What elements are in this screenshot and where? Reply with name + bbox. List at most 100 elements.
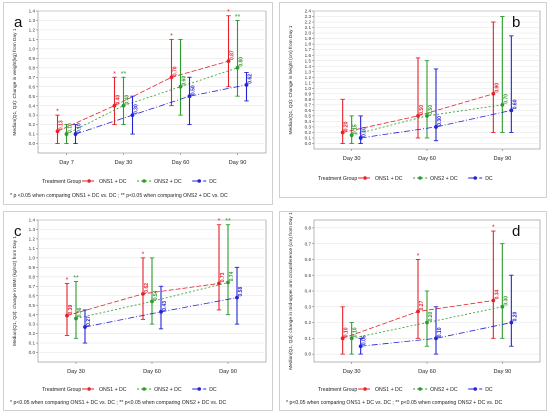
legend-item: DC xyxy=(468,176,493,182)
data-label: 0.50 xyxy=(419,105,425,115)
series-line xyxy=(66,67,238,135)
legend-swatch-dot xyxy=(363,176,367,180)
significance-star: * xyxy=(142,251,145,258)
data-point xyxy=(244,82,249,87)
y-tick-label: 1.8 xyxy=(305,42,312,47)
series-a-0: 0.13 0.40 0.70 0.87 xyxy=(55,15,236,144)
data-point xyxy=(349,336,354,341)
y-tick-label: 0.1 xyxy=(29,132,36,137)
data-point xyxy=(425,320,429,325)
legend-label: DC xyxy=(209,179,217,185)
y-tick-label: 1.0 xyxy=(29,46,36,51)
y-tick-label: 0.7 xyxy=(29,284,36,289)
legend-swatch-dot xyxy=(197,387,201,391)
data-label: 0.54 xyxy=(153,290,159,300)
data-label: 0.87 xyxy=(230,50,236,60)
y-tick-label: 1.3 xyxy=(29,18,36,23)
y-tick-label: 2.0 xyxy=(305,31,312,36)
data-label: 0.70 xyxy=(503,94,509,104)
x-tick-label: Day 90 xyxy=(493,369,511,375)
legend-swatch-dot xyxy=(87,387,91,391)
y-axis-label: Median(Q1, Q3): Change in weight(kg) fro… xyxy=(12,28,18,136)
y-tick-label: 1.4 xyxy=(29,9,36,14)
data-point xyxy=(169,75,174,80)
y-tick-label: 0.5 xyxy=(29,94,36,99)
y-tick-label: 0.4 xyxy=(29,103,36,108)
data-label: 0.10 xyxy=(68,123,74,133)
y-axis-label: Median(Q1, Q3): Change in height (cm) fr… xyxy=(288,25,294,134)
x-tick-label: Day 90 xyxy=(219,369,237,375)
y-tick-label: 0.8 xyxy=(29,65,36,70)
data-label: 0.39 xyxy=(68,305,74,315)
legend-item: ONS2 + DC xyxy=(137,179,182,185)
data-label: 0.73 xyxy=(220,272,226,282)
data-label: 0.50 xyxy=(428,105,434,115)
data-label: 0.10 xyxy=(437,327,443,337)
legend-swatch-dot xyxy=(418,176,422,180)
series-c-2: 0.27 0.43 0.58 xyxy=(82,266,244,344)
x-tick-label: Day 60 xyxy=(418,156,436,162)
x-tick-label: Day 60 xyxy=(143,369,161,375)
y-tick-label: 0.9 xyxy=(305,91,312,96)
data-point xyxy=(235,65,240,70)
chart-d: 0.0 0.1 0.2 0.3 0.4 0.5 0.6 0.7 0.8 Day 30 Day 60 D… xyxy=(288,212,541,393)
data-label: 0.60 xyxy=(512,99,518,109)
significance-star: * xyxy=(227,9,230,16)
y-tick-label: 1.1 xyxy=(305,80,312,85)
y-tick-label: 0.0 xyxy=(305,352,312,357)
data-point xyxy=(159,309,163,314)
legend-item: ONS1 + DC xyxy=(358,176,403,182)
data-point xyxy=(416,309,420,314)
y-tick-label: 0.6 xyxy=(29,84,36,89)
data-label: 0.80 xyxy=(239,57,245,67)
panel-letter: c xyxy=(14,223,22,240)
y-tick-label: 0.5 xyxy=(305,273,312,278)
legend-label: ONS1 + DC xyxy=(375,387,403,393)
legend-item: ONS1 + DC xyxy=(82,179,127,185)
y-tick-label: 1.1 xyxy=(29,37,36,42)
legend-item: ONS1 + DC xyxy=(82,387,127,393)
y-tick-label: 0.4 xyxy=(305,289,312,294)
y-tick-label: 0.7 xyxy=(305,241,312,246)
y-tick-label: 0.8 xyxy=(29,274,36,279)
data-label: 0.10 xyxy=(77,123,83,133)
legend-swatch-dot xyxy=(142,387,146,391)
legend-label: ONS1 + DC xyxy=(375,176,403,182)
y-tick-label: 1.9 xyxy=(305,36,312,41)
data-label: 0.20 xyxy=(512,311,518,321)
significance-star: * xyxy=(56,109,59,116)
significance-star: ** xyxy=(73,275,79,282)
y-tick-label: 0.7 xyxy=(305,102,312,107)
data-label: 0.20 xyxy=(428,311,434,321)
data-point xyxy=(340,336,345,341)
data-label: 0.10 xyxy=(353,327,359,337)
data-point xyxy=(83,325,87,329)
significance-star: * xyxy=(113,71,116,78)
data-label: 0.05 xyxy=(362,335,368,345)
y-tick-label: 1.4 xyxy=(305,64,312,69)
legend-swatch-dot xyxy=(473,387,477,391)
legend-title: Treatment Group xyxy=(318,176,357,182)
data-point xyxy=(64,132,69,136)
panel-a: 0.0 0.1 0.2 0.3 0.4 0.5 0.6 0.7 0.8 0.9 1.0 1.1 1.2 1… xyxy=(3,2,273,205)
significance-star: ** xyxy=(121,71,127,78)
legend-title: Treatment Group xyxy=(318,387,357,393)
data-point xyxy=(217,281,221,286)
y-tick-label: 1.3 xyxy=(305,69,312,74)
data-label: 0.30 xyxy=(503,296,509,306)
data-point xyxy=(500,304,505,309)
legend-item: ONS2 + DC xyxy=(413,176,458,182)
y-tick-label: 0.1 xyxy=(29,341,36,346)
series-line xyxy=(57,60,229,132)
data-point xyxy=(349,133,354,138)
series-d-1: 0.100.200.30 xyxy=(349,243,509,355)
series-b-1: 0.15 0.50 0.70 xyxy=(349,16,509,144)
y-tick-label: 0.2 xyxy=(305,320,312,325)
data-label: 0.10 xyxy=(344,327,350,337)
legend-label: ONS2 + DC xyxy=(154,387,182,393)
data-label: 0.58 xyxy=(238,287,244,297)
y-tick-label: 0.5 xyxy=(29,303,36,308)
significance-star: ** xyxy=(225,218,231,225)
x-tick-label: Day 60 xyxy=(418,369,436,375)
y-tick-label: 1.0 xyxy=(305,86,312,91)
